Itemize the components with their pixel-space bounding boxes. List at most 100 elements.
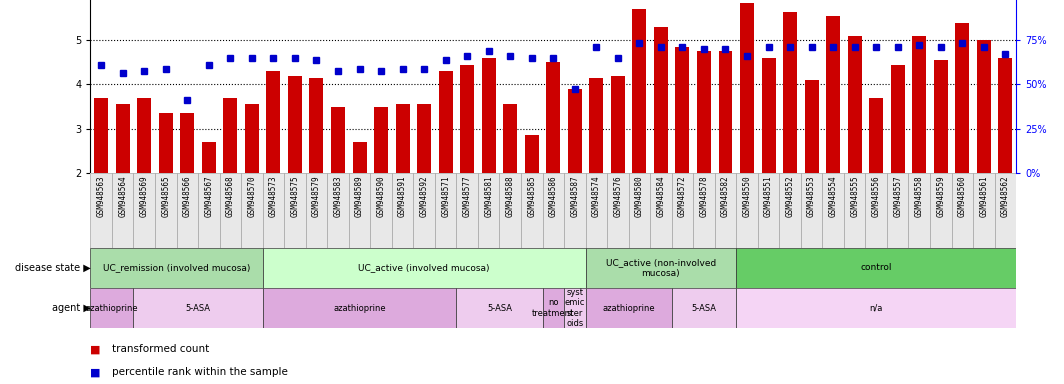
Bar — [736, 288, 1016, 328]
Text: GSM948566: GSM948566 — [183, 175, 192, 217]
Bar — [456, 288, 543, 328]
Bar — [955, 23, 969, 173]
Bar — [891, 65, 904, 173]
Text: 5-ASA: 5-ASA — [487, 304, 512, 313]
Bar — [589, 78, 603, 173]
Text: GSM948565: GSM948565 — [162, 175, 170, 217]
Text: GSM948559: GSM948559 — [936, 175, 945, 217]
Text: syst
emic
ster
oids: syst emic ster oids — [565, 288, 585, 328]
Bar — [478, 173, 499, 248]
Text: azathioprine: azathioprine — [333, 304, 386, 313]
Bar — [865, 173, 887, 248]
Bar — [155, 173, 177, 248]
Bar — [568, 89, 582, 173]
Text: GSM948576: GSM948576 — [613, 175, 622, 217]
Text: GSM948563: GSM948563 — [97, 175, 105, 217]
Bar — [435, 173, 456, 248]
Text: GSM948588: GSM948588 — [505, 175, 515, 217]
Bar — [438, 71, 452, 173]
Bar — [974, 173, 995, 248]
Bar — [804, 80, 818, 173]
Text: GSM948557: GSM948557 — [893, 175, 902, 217]
Bar — [887, 173, 909, 248]
Text: GSM948572: GSM948572 — [678, 175, 687, 217]
Bar — [758, 173, 779, 248]
Bar — [90, 248, 263, 288]
Bar — [396, 104, 410, 173]
Bar — [779, 173, 801, 248]
Bar — [177, 173, 198, 248]
Bar — [671, 173, 694, 248]
Text: GSM948554: GSM948554 — [829, 175, 837, 217]
Bar — [266, 71, 281, 173]
Bar — [718, 51, 732, 173]
Text: GSM948571: GSM948571 — [442, 175, 450, 217]
Bar — [585, 288, 671, 328]
Text: GSM948591: GSM948591 — [398, 175, 408, 217]
Text: GSM948573: GSM948573 — [269, 175, 278, 217]
Bar — [460, 65, 475, 173]
Bar — [482, 58, 496, 173]
Bar — [223, 98, 237, 173]
Text: GSM948579: GSM948579 — [312, 175, 321, 217]
Bar — [585, 248, 736, 288]
Bar — [310, 78, 323, 173]
Bar — [543, 173, 564, 248]
Text: no
treatment: no treatment — [532, 298, 575, 318]
Bar — [671, 288, 736, 328]
Text: GSM948574: GSM948574 — [592, 175, 601, 217]
Bar — [284, 173, 305, 248]
Bar — [375, 106, 388, 173]
Text: GSM948587: GSM948587 — [570, 175, 579, 217]
Bar — [934, 60, 948, 173]
Bar — [715, 173, 736, 248]
Text: GSM948582: GSM948582 — [721, 175, 730, 217]
Bar — [930, 173, 951, 248]
Text: GSM948581: GSM948581 — [484, 175, 494, 217]
Bar — [521, 173, 543, 248]
Bar — [844, 173, 865, 248]
Text: GSM948551: GSM948551 — [764, 175, 774, 217]
Bar — [202, 142, 216, 173]
Text: azathioprine: azathioprine — [86, 304, 138, 313]
Text: n/a: n/a — [869, 304, 883, 313]
Bar — [263, 288, 456, 328]
Bar — [632, 9, 647, 173]
Bar — [826, 16, 841, 173]
Bar — [503, 104, 517, 173]
Bar — [116, 104, 130, 173]
Text: GSM948592: GSM948592 — [419, 175, 429, 217]
Bar — [822, 173, 844, 248]
Text: GSM948558: GSM948558 — [915, 175, 924, 217]
Text: GSM948550: GSM948550 — [743, 175, 751, 217]
Text: UC_active (involved mucosa): UC_active (involved mucosa) — [359, 263, 489, 272]
Bar — [654, 27, 668, 173]
Bar — [370, 173, 392, 248]
Bar — [137, 98, 151, 173]
Bar — [413, 173, 435, 248]
Text: GSM948585: GSM948585 — [528, 175, 536, 217]
Bar — [676, 47, 689, 173]
Text: GSM948578: GSM948578 — [699, 175, 709, 217]
Text: transformed count: transformed count — [112, 344, 209, 354]
Text: GSM948560: GSM948560 — [958, 175, 967, 217]
Bar — [998, 58, 1012, 173]
Bar — [198, 173, 219, 248]
Bar — [546, 62, 561, 173]
Bar — [736, 248, 1016, 288]
Text: GSM948555: GSM948555 — [850, 175, 859, 217]
Bar — [585, 173, 608, 248]
Bar — [995, 173, 1016, 248]
Bar — [564, 173, 585, 248]
Bar — [525, 135, 538, 173]
Bar — [180, 113, 195, 173]
Text: azathioprine: azathioprine — [602, 304, 655, 313]
Text: UC_active (non-involved
mucosa): UC_active (non-involved mucosa) — [605, 258, 716, 278]
Bar — [697, 51, 711, 173]
Bar — [848, 36, 862, 173]
Bar — [95, 98, 109, 173]
Text: GSM948553: GSM948553 — [808, 175, 816, 217]
Text: GSM948556: GSM948556 — [871, 175, 881, 217]
Bar — [133, 288, 263, 328]
Bar — [349, 173, 370, 248]
